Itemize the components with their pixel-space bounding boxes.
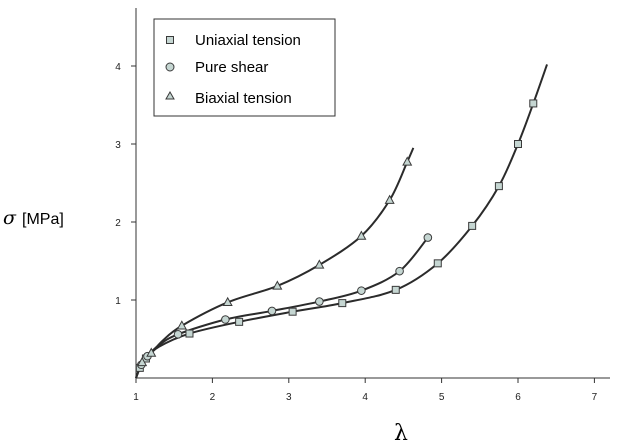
legend: Uniaxial tension Pure shear Biaxial tens… bbox=[153, 18, 336, 117]
x-tick-label: 5 bbox=[439, 392, 445, 403]
x-tick-label: 6 bbox=[515, 392, 521, 403]
data-point-pure-shear bbox=[221, 315, 230, 324]
x-tick-label: 1 bbox=[133, 392, 139, 403]
data-point-uniaxial-tension bbox=[288, 307, 297, 316]
data-point-pure-shear bbox=[315, 297, 324, 306]
data-point-biaxial-tension bbox=[356, 230, 367, 240]
x-tick-label: 3 bbox=[286, 392, 292, 403]
data-point-biaxial-tension bbox=[272, 280, 283, 290]
data-point-pure-shear bbox=[357, 286, 366, 295]
data-point-uniaxial-tension bbox=[391, 285, 400, 294]
legend-label-pure-shear: Pure shear bbox=[195, 59, 268, 76]
data-point-biaxial-tension bbox=[176, 320, 187, 330]
data-point-uniaxial-tension bbox=[185, 329, 194, 338]
legend-label-uniaxial-tension: Uniaxial tension bbox=[195, 32, 301, 49]
legend-marker-biaxial-tension bbox=[165, 90, 175, 100]
data-point-uniaxial-tension bbox=[514, 140, 522, 148]
x-tick-label: 4 bbox=[362, 392, 368, 403]
data-point-uniaxial-tension bbox=[529, 99, 538, 108]
data-point-pure-shear bbox=[395, 266, 404, 276]
y-axis-label-unit: [MPa] bbox=[22, 211, 64, 228]
y-tick-label: 3 bbox=[115, 140, 121, 151]
data-point-biaxial-tension bbox=[402, 156, 413, 166]
data-point-pure-shear bbox=[173, 330, 183, 339]
data-point-uniaxial-tension bbox=[338, 299, 347, 308]
data-point-pure-shear bbox=[423, 233, 433, 242]
x-tick-label: 2 bbox=[210, 392, 216, 403]
data-point-uniaxial-tension bbox=[494, 182, 503, 191]
data-point-biaxial-tension bbox=[314, 259, 325, 269]
y-tick-label: 4 bbox=[115, 62, 121, 73]
y-tick-label: 1 bbox=[115, 296, 121, 307]
y-axis-label: σ [MPa] bbox=[3, 207, 64, 229]
x-axis-label: λ bbox=[394, 421, 408, 445]
data-point-uniaxial-tension bbox=[433, 259, 442, 268]
y-tick-label: 2 bbox=[115, 218, 121, 229]
data-point-biaxial-tension bbox=[137, 356, 148, 367]
legend-marker-uniaxial-tension bbox=[166, 36, 174, 44]
legend-marker-pure-shear bbox=[165, 62, 175, 72]
y-axis-label-symbol: σ bbox=[3, 207, 17, 229]
data-point-pure-shear bbox=[267, 306, 277, 316]
data-point-uniaxial-tension bbox=[468, 221, 477, 230]
legend-label-biaxial-tension: Biaxial tension bbox=[195, 90, 292, 107]
ticks: 1 2 3 4 5 6 7 1 2 3 4 bbox=[115, 62, 597, 403]
data-point-biaxial-tension bbox=[384, 194, 395, 204]
data-point-biaxial-tension bbox=[146, 347, 157, 357]
data-point-uniaxial-tension bbox=[235, 317, 244, 326]
x-tick-label: 7 bbox=[592, 392, 598, 403]
data-point-biaxial-tension bbox=[222, 296, 233, 307]
axes bbox=[135, 8, 610, 379]
markers bbox=[135, 99, 538, 372]
legend-box bbox=[153, 18, 336, 117]
